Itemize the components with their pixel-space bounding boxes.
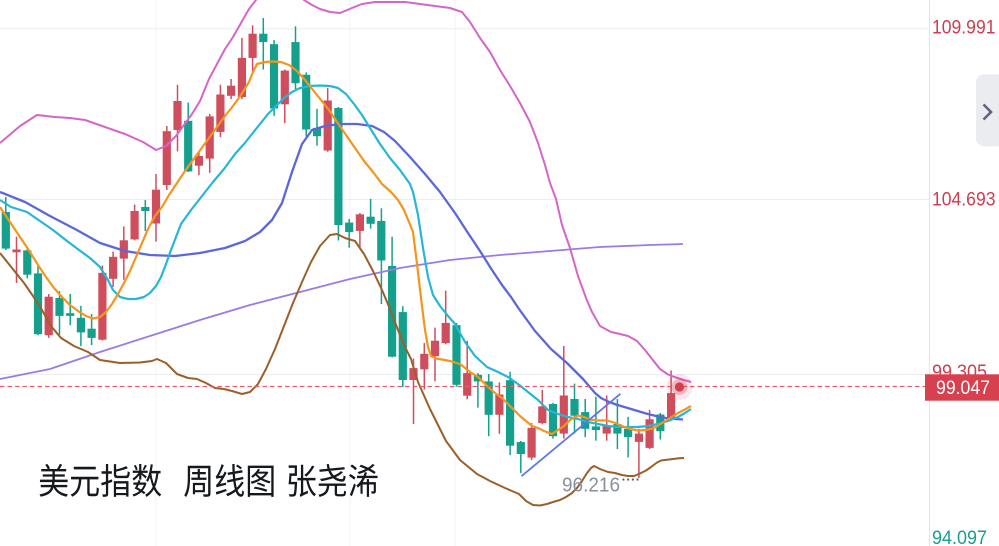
svg-text:109.991: 109.991 — [932, 18, 996, 39]
svg-text:99.047: 99.047 — [936, 378, 990, 399]
svg-text:94.097: 94.097 — [932, 528, 987, 546]
svg-text:96.216: 96.216 — [562, 474, 620, 497]
svg-text:104.693: 104.693 — [932, 190, 996, 211]
